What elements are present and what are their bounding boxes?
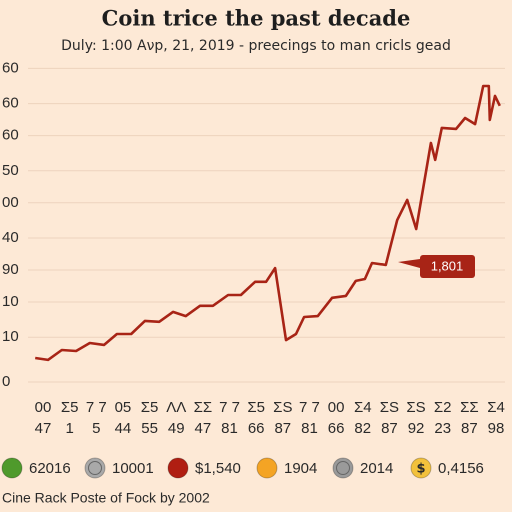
y-tick-label: 10 (2, 293, 19, 310)
annotation-text: 1,801 (431, 258, 464, 273)
x-tick-label: 23 (434, 420, 451, 437)
legend-icon (332, 457, 354, 479)
legend-label: 62016 (29, 460, 71, 477)
x-tick-label: 66 (248, 420, 265, 437)
y-tick-label: 40 (2, 229, 19, 246)
x-tick-code: 00 (35, 399, 52, 416)
legend-icon-text: $ (416, 462, 425, 477)
x-tick-code: Σ5 (141, 399, 159, 416)
y-tick-label: 00 (2, 194, 19, 211)
chart-title: Coin trice the past decade (102, 6, 411, 31)
x-tick-label: 81 (221, 420, 238, 437)
footer: Cine Rack Poste of Fock by 2002 (2, 490, 210, 506)
x-tick-label: 49 (168, 420, 185, 437)
x-tick-code: Σ2 (434, 399, 452, 416)
x-tick-label: 98 (488, 420, 505, 437)
x-tick-label: 82 (354, 420, 371, 437)
legend-label: 0,4156 (438, 460, 484, 477)
x-tick-code: 7 7 (299, 399, 320, 416)
x-tick-label: 47 (35, 420, 52, 437)
legend-label: $1,540 (195, 460, 241, 477)
x-tick-label: 1 (65, 420, 73, 437)
legend-label: 2014 (360, 460, 393, 477)
legend-icon (256, 457, 278, 479)
x-tick-label: 81 (301, 420, 318, 437)
x-tick-label: 44 (115, 420, 132, 437)
annotation-pointer (398, 259, 420, 268)
x-tick-label: 5 (92, 420, 100, 437)
price-line (35, 84, 501, 362)
y-tick-label: 0 (2, 373, 10, 390)
x-tick-label: 55 (141, 420, 158, 437)
x-tick-label: 66 (328, 420, 345, 437)
y-tick-label: 90 (2, 261, 19, 278)
x-tick-code: ΛΛ (166, 399, 186, 416)
x-tick-label: 87 (381, 420, 398, 437)
x-tick-code: 7 7 (86, 399, 107, 416)
x-tick-label: 47 (195, 420, 212, 437)
annotation-box (420, 255, 475, 278)
legend-label: 10001 (112, 460, 154, 477)
legend-icon (167, 457, 189, 479)
chart-subtitle: Duly: 1:00 Aνp, 21, 2019 - preecings to … (61, 38, 451, 54)
x-tick-label: 87 (461, 420, 478, 437)
x-tick-code: Σ5 (61, 399, 79, 416)
x-tick-code: ΣS (380, 399, 399, 416)
x-tick-code: Σ4 (354, 399, 372, 416)
x-tick-code: ΣS (406, 399, 425, 416)
legend-label: 1904 (284, 460, 317, 477)
legend-icon (410, 457, 432, 479)
legend-icon (1, 457, 23, 479)
x-tick-code: Σ4 (487, 399, 505, 416)
x-tick-code: 00 (328, 399, 345, 416)
y-tick-label: 50 (2, 162, 19, 179)
x-tick-code: ΣΣ (194, 399, 213, 416)
x-tick-code: 7 7 (219, 399, 240, 416)
x-tick-code: ΣΣ (460, 399, 479, 416)
x-tick-code: Σ5 (247, 399, 265, 416)
legend-icon-ring (88, 461, 102, 475)
y-tick-label: 10 (2, 328, 19, 345)
x-tick-label: 92 (408, 420, 425, 437)
legend-icon (84, 457, 106, 479)
x-tick-label: 87 (274, 420, 291, 437)
x-tick-code: ΣS (273, 399, 292, 416)
legend-icon-ring (336, 461, 350, 475)
y-tick-label: 60 (2, 95, 19, 112)
y-tick-label: 60 (2, 59, 19, 76)
y-tick-label: 60 (2, 127, 19, 144)
x-tick-code: 05 (115, 399, 132, 416)
